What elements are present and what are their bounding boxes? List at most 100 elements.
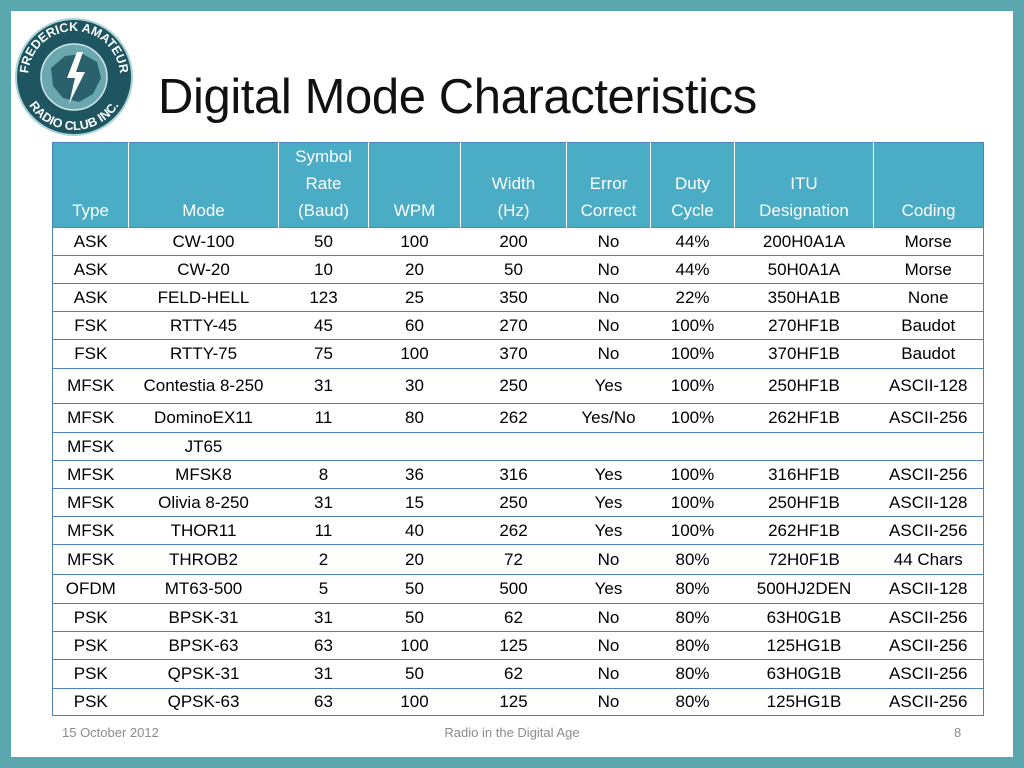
page-number: 8 <box>954 725 962 740</box>
cell-width: 125 <box>460 631 567 660</box>
cell-error-correct: Yes <box>566 488 651 517</box>
cell-mode: CW-20 <box>128 255 279 284</box>
cell-width: 270 <box>460 311 567 340</box>
cell-error-correct: No <box>566 255 651 284</box>
cell-wpm: 50 <box>368 659 461 689</box>
table-row: PSK QPSK-63 63 100 125 No 80% 125HG1B ASCII-256 <box>52 688 984 716</box>
cell-coding: ASCII-128 <box>873 488 984 517</box>
cell-wpm: 25 <box>368 283 461 312</box>
cell-mode: Olivia 8-250 <box>128 488 279 517</box>
cell-width: 500 <box>460 574 567 604</box>
cell-type: ASK <box>52 283 129 312</box>
cell-error-correct: Yes <box>566 574 651 604</box>
cell-itu-designation: 125HG1B <box>734 631 874 660</box>
cell-type: PSK <box>52 659 129 689</box>
cell-mode: FELD-HELL <box>128 283 279 312</box>
cell-itu-designation: 316HF1B <box>734 460 874 489</box>
cell-duty-cycle: 80% <box>650 574 735 604</box>
table-header-row: Type Mode Symbol Rate (Baud) WPM Width (Hz) E… <box>52 142 984 228</box>
table-row: MFSK Contestia 8-250 31 30 250 Yes 100% 250HF1B… <box>52 368 984 404</box>
cell-coding: Morse <box>873 227 984 256</box>
cell-mode: DominoEX11 <box>128 403 279 433</box>
cell-duty-cycle: 100% <box>650 516 735 545</box>
cell-width: 62 <box>460 659 567 689</box>
cell-duty-cycle: 100% <box>650 311 735 340</box>
cell-width: 50 <box>460 255 567 284</box>
cell-width: 250 <box>460 488 567 517</box>
cell-error-correct: No <box>566 227 651 256</box>
table-row: MFSK DominoEX11 11 80 262 Yes/No 100% 262HF1B AS… <box>52 403 984 433</box>
cell-type: MFSK <box>52 460 129 489</box>
digital-modes-table: Type Mode Symbol Rate (Baud) WPM Width (Hz) E… <box>52 142 984 716</box>
cell-symbol-rate: 50 <box>278 227 369 256</box>
footer-date: 15 October 2012 <box>62 725 159 740</box>
cell-mode: BPSK-63 <box>128 631 279 660</box>
cell-itu-designation: 370HF1B <box>734 339 874 369</box>
cell-symbol-rate: 31 <box>278 368 369 404</box>
cell-wpm: 20 <box>368 544 461 575</box>
cell-coding: Baudot <box>873 311 984 340</box>
cell-error-correct: No <box>566 283 651 312</box>
cell-mode: JT65 <box>128 432 279 461</box>
cell-error-correct: Yes/No <box>566 403 651 433</box>
column-header-error-correct: Error Correct <box>566 142 651 228</box>
cell-symbol-rate: 63 <box>278 688 369 716</box>
cell-wpm: 50 <box>368 603 461 632</box>
cell-coding <box>873 432 984 461</box>
cell-symbol-rate: 8 <box>278 460 369 489</box>
cell-wpm: 20 <box>368 255 461 284</box>
cell-itu-designation: 250HF1B <box>734 368 874 404</box>
cell-mode: THROB2 <box>128 544 279 575</box>
cell-wpm: 80 <box>368 403 461 433</box>
cell-coding: None <box>873 283 984 312</box>
cell-mode: RTTY-45 <box>128 311 279 340</box>
column-header-itu-designation: ITU Designation <box>734 142 874 228</box>
column-header-wpm: WPM <box>368 142 461 228</box>
cell-coding: ASCII-256 <box>873 460 984 489</box>
cell-itu-designation: 262HF1B <box>734 403 874 433</box>
column-header-symbol-rate: Symbol Rate (Baud) <box>278 142 369 228</box>
cell-itu-designation: 200H0A1A <box>734 227 874 256</box>
column-header-coding: Coding <box>873 142 984 228</box>
cell-itu-designation: 262HF1B <box>734 516 874 545</box>
cell-type: PSK <box>52 688 129 716</box>
cell-type: MFSK <box>52 544 129 575</box>
table-row: OFDM MT63-500 5 50 500 Yes 80% 500HJ2DEN ASCII-1… <box>52 574 984 604</box>
slide: FREDERICK AMATEUR RADIO CLUB INC. Digita… <box>11 11 1013 757</box>
footer-title: Radio in the Digital Age <box>444 725 580 740</box>
cell-itu-designation: 500HJ2DEN <box>734 574 874 604</box>
cell-mode: MT63-500 <box>128 574 279 604</box>
cell-error-correct: No <box>566 544 651 575</box>
column-header-mode: Mode <box>128 142 279 228</box>
cell-duty-cycle: 100% <box>650 339 735 369</box>
cell-wpm: 30 <box>368 368 461 404</box>
cell-width: 262 <box>460 403 567 433</box>
cell-coding: ASCII-256 <box>873 659 984 689</box>
table-row: MFSK Olivia 8-250 31 15 250 Yes 100% 250HF1B ASC… <box>52 488 984 517</box>
cell-width: 262 <box>460 516 567 545</box>
table-row: MFSK MFSK8 8 36 316 Yes 100% 316HF1B ASCII-256 <box>52 460 984 489</box>
cell-type: ASK <box>52 255 129 284</box>
cell-width <box>460 432 567 461</box>
cell-mode: RTTY-75 <box>128 339 279 369</box>
cell-width: 316 <box>460 460 567 489</box>
cell-wpm: 100 <box>368 227 461 256</box>
cell-symbol-rate: 63 <box>278 631 369 660</box>
cell-coding: 44 Chars <box>873 544 984 575</box>
cell-type: FSK <box>52 311 129 340</box>
cell-itu-designation: 250HF1B <box>734 488 874 517</box>
cell-duty-cycle: 44% <box>650 227 735 256</box>
cell-type: OFDM <box>52 574 129 604</box>
cell-symbol-rate: 11 <box>278 403 369 433</box>
cell-symbol-rate: 31 <box>278 603 369 632</box>
cell-coding: Morse <box>873 255 984 284</box>
cell-symbol-rate: 45 <box>278 311 369 340</box>
cell-mode: Contestia 8-250 <box>128 368 279 404</box>
table-row: ASK FELD-HELL 123 25 350 No 22% 350HA1B None <box>52 283 984 312</box>
cell-symbol-rate: 123 <box>278 283 369 312</box>
cell-width: 350 <box>460 283 567 312</box>
slide-title: Digital Mode Characteristics <box>158 70 757 124</box>
cell-wpm: 100 <box>368 688 461 716</box>
cell-coding: ASCII-128 <box>873 574 984 604</box>
cell-itu-designation: 125HG1B <box>734 688 874 716</box>
